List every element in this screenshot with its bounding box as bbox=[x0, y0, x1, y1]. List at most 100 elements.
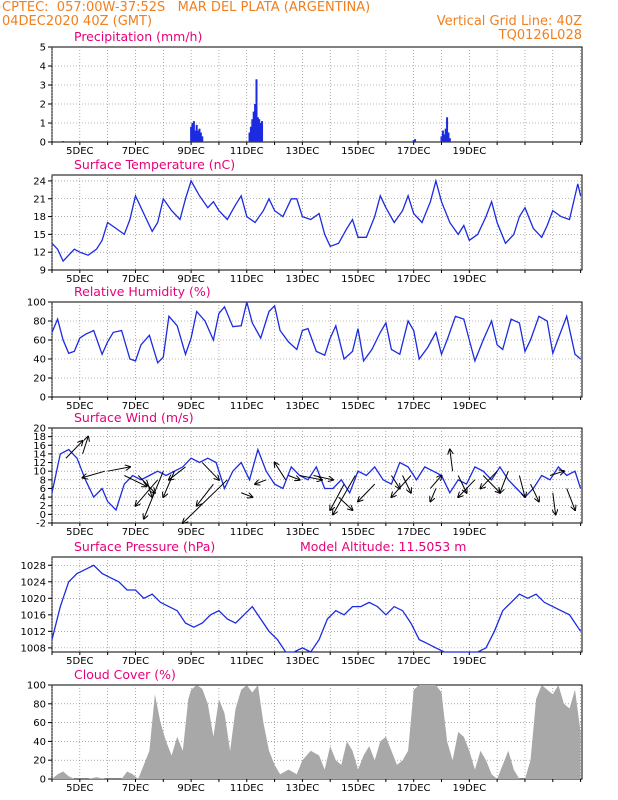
x-tick-label: 19DEC bbox=[452, 146, 486, 157]
x-tick-label: 15DEC bbox=[341, 146, 375, 157]
x-tick-label: 13DEC bbox=[286, 656, 320, 667]
x-tick-label: 19DEC bbox=[452, 401, 486, 412]
precip-bar bbox=[190, 126, 193, 142]
x-tick-label: 11DEC bbox=[230, 146, 264, 157]
x-tick-label: 5DEC bbox=[66, 527, 93, 538]
wind-arrow bbox=[391, 475, 412, 498]
wind-arrow bbox=[107, 467, 130, 472]
panel-title: Cloud Cover (%) bbox=[74, 667, 176, 682]
wind-arrow bbox=[83, 470, 106, 477]
x-tick-label: 13DEC bbox=[286, 274, 320, 285]
x-tick-label: 9DEC bbox=[177, 783, 204, 794]
precip-bar bbox=[412, 140, 415, 142]
precip-bar bbox=[414, 139, 417, 142]
precip-bar bbox=[140, 141, 143, 143]
y-tick-label: 18 bbox=[33, 432, 46, 443]
x-tick-label: 17DEC bbox=[397, 656, 431, 667]
wind-arrow bbox=[500, 471, 509, 493]
panel-frame bbox=[51, 556, 583, 653]
wind-arrow bbox=[338, 496, 353, 510]
panel-title: Precipitation (mm/h) bbox=[74, 29, 202, 44]
wind-arrow bbox=[201, 462, 219, 480]
x-tick-label: 13DEC bbox=[286, 401, 320, 412]
y-tick-label: 100 bbox=[27, 681, 46, 692]
x-tick-label: 17DEC bbox=[397, 527, 431, 538]
wind-arrow bbox=[288, 475, 299, 480]
x-tick-label: 13DEC bbox=[286, 146, 320, 157]
precip-bar bbox=[249, 126, 252, 142]
panel-frame bbox=[51, 174, 583, 271]
y-tick-label: 4 bbox=[40, 62, 46, 73]
y-tick-label: 3 bbox=[40, 81, 46, 92]
x-tick-label: 19DEC bbox=[452, 783, 486, 794]
x-tick-label: 19DEC bbox=[452, 656, 486, 667]
wind-arrow bbox=[430, 488, 437, 501]
x-tick-label: 9DEC bbox=[177, 274, 204, 285]
wind-arrow bbox=[146, 479, 153, 497]
y-tick-label: 5 bbox=[40, 43, 46, 54]
x-tick-label: 17DEC bbox=[397, 401, 431, 412]
x-tick-label: 13DEC bbox=[286, 783, 320, 794]
wind-arrow bbox=[241, 492, 252, 497]
y-tick-label: 16 bbox=[33, 441, 46, 452]
wind-arrow bbox=[429, 476, 441, 489]
x-tick-label: 11DEC bbox=[230, 783, 264, 794]
header-line1: CPTEC: 057:00W-37:52S MAR DEL PLATA (ARG… bbox=[2, 0, 371, 15]
x-tick-label: 17DEC bbox=[397, 146, 431, 157]
header-line3-right: TQ0126L028 bbox=[498, 28, 582, 43]
precip-bar bbox=[112, 141, 115, 143]
precip-bar bbox=[357, 141, 360, 142]
precip-bar bbox=[446, 117, 449, 142]
x-tick-label: 15DEC bbox=[341, 783, 375, 794]
x-tick-label: 15DEC bbox=[341, 527, 375, 538]
precip-bar bbox=[201, 136, 204, 142]
x-tick-label: 7DEC bbox=[122, 656, 149, 667]
x-tick-label: 7DEC bbox=[122, 146, 149, 157]
y-tick-label: 100 bbox=[27, 298, 46, 309]
y-tick-label: 0 bbox=[40, 393, 46, 404]
wind-arrow bbox=[518, 475, 525, 498]
wind-arrow bbox=[450, 450, 453, 472]
y-tick-label: 20 bbox=[33, 374, 46, 385]
wind-arrow bbox=[333, 475, 356, 515]
x-tick-label: 5DEC bbox=[66, 274, 93, 285]
precip-bar bbox=[443, 134, 446, 142]
y-tick-label: 6 bbox=[40, 484, 46, 495]
wind-arrow bbox=[82, 437, 89, 455]
wind-arrow bbox=[124, 475, 146, 487]
wind-arrow bbox=[137, 475, 155, 493]
panel-annotation: Model Altitude: 11.5053 m bbox=[300, 539, 466, 554]
x-tick-label: 9DEC bbox=[177, 401, 204, 412]
wind-arrow bbox=[135, 479, 159, 506]
x-tick-label: 19DEC bbox=[452, 274, 486, 285]
precip-bar bbox=[62, 141, 65, 142]
precip-bar bbox=[329, 141, 332, 142]
wind-arrow bbox=[482, 475, 500, 493]
x-tick-label: 5DEC bbox=[66, 656, 93, 667]
panel-title: Surface Wind (m/s) bbox=[74, 410, 194, 425]
wind-arrow bbox=[255, 479, 267, 484]
x-tick-label: 7DEC bbox=[122, 274, 149, 285]
precip-bar bbox=[259, 123, 262, 142]
panel-title: Relative Humidity (%) bbox=[74, 284, 211, 299]
x-tick-label: 9DEC bbox=[177, 527, 204, 538]
y-tick-label: 20 bbox=[33, 424, 46, 435]
wind-arrow bbox=[566, 488, 575, 510]
y-tick-label: 10 bbox=[33, 467, 46, 478]
x-tick-label: 5DEC bbox=[66, 146, 93, 157]
y-tick-label: 1008 bbox=[21, 643, 46, 654]
wind-arrow bbox=[480, 470, 498, 488]
x-tick-label: 13DEC bbox=[286, 527, 320, 538]
precip-bar bbox=[258, 119, 261, 142]
y-tick-label: 0 bbox=[40, 138, 46, 149]
wind-arrow bbox=[402, 475, 411, 493]
x-tick-label: 15DEC bbox=[341, 274, 375, 285]
precip-bar bbox=[198, 128, 201, 142]
wind-arrow bbox=[299, 475, 322, 480]
wind-arrow bbox=[330, 483, 345, 510]
panel-frame bbox=[51, 301, 583, 398]
series-line bbox=[51, 564, 582, 653]
wind-arrow bbox=[553, 492, 556, 515]
y-tick-label: 2 bbox=[40, 100, 46, 111]
